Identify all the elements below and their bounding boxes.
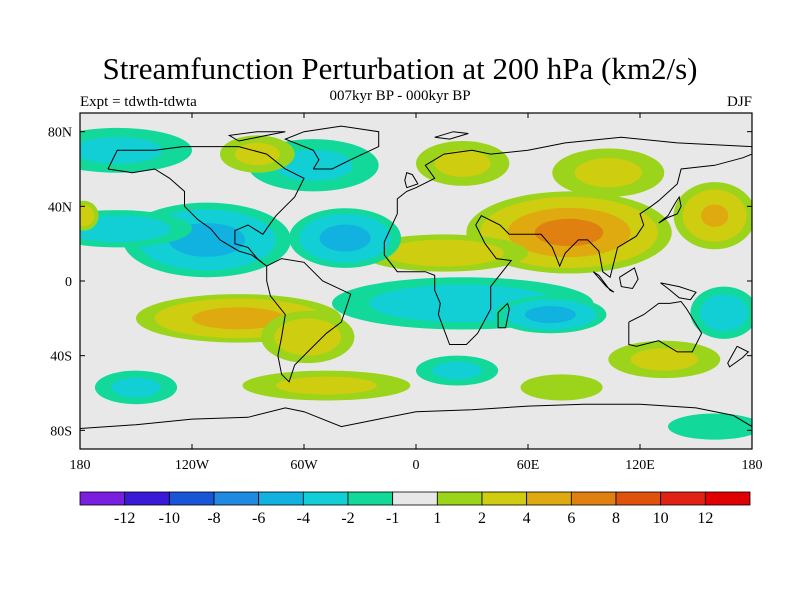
contour-fill <box>630 348 698 371</box>
anomaly-cell <box>520 374 603 401</box>
anomaly-cell <box>360 234 528 272</box>
anomaly-cell <box>289 208 402 268</box>
colorbar-label: -1 <box>386 510 399 527</box>
colorbar-swatch <box>347 491 394 506</box>
colorbar-label: -8 <box>207 510 220 527</box>
colorbar-swatch <box>124 491 170 506</box>
y-tick-label: 40N <box>48 200 72 215</box>
contour-fill <box>668 413 752 440</box>
x-tick-label: 180 <box>70 458 91 473</box>
anomaly-cell <box>494 295 607 334</box>
anomaly-cell <box>416 141 510 186</box>
contour-fill <box>524 306 576 324</box>
coastline <box>383 136 752 345</box>
contour-fill <box>80 205 95 227</box>
contour-fill <box>574 158 642 188</box>
y-tick-label: 40S <box>50 350 72 365</box>
contour-fill <box>700 294 748 332</box>
contour-fill <box>384 239 504 267</box>
coastline <box>283 125 380 170</box>
x-tick-label: 120W <box>175 458 210 473</box>
chart-title: Streamfunction Perturbation at 200 hPa (… <box>102 51 698 86</box>
coastline <box>404 172 419 189</box>
coastline <box>227 131 286 142</box>
contour-fill <box>520 374 603 401</box>
anomaly-cell <box>690 286 752 339</box>
anomaly-cell <box>261 310 355 364</box>
colorbar-swatch <box>302 491 349 506</box>
colorbar-label: 1 <box>433 510 441 527</box>
chart-subtitle: 007kyr BP - 000kyr BP <box>329 88 471 104</box>
colorbar-swatch <box>258 491 304 506</box>
contour-fill <box>276 376 377 395</box>
colorbar-swatch <box>392 491 438 506</box>
coastline <box>658 195 682 224</box>
x-tick-label: 120E <box>625 458 655 473</box>
coastline <box>266 258 352 383</box>
coastline <box>592 271 615 293</box>
contour-fill <box>700 204 729 227</box>
coastline <box>727 345 750 368</box>
colorbar-swatch <box>436 491 483 506</box>
colorbar-label: -4 <box>297 510 310 527</box>
colorbar-swatch <box>570 491 617 506</box>
contour-fill <box>319 224 371 252</box>
y-tick-label: 80N <box>48 126 72 141</box>
coastline <box>80 403 752 429</box>
x-tick-label: 60E <box>517 458 540 473</box>
y-tick-label: 80S <box>50 424 72 439</box>
coastline <box>497 302 510 329</box>
colorbar-label: 12 <box>697 510 713 527</box>
colorbar-label: -6 <box>252 510 265 527</box>
colorbar-label: -10 <box>159 510 180 527</box>
anomaly-cell <box>80 210 192 248</box>
coastline <box>434 131 469 140</box>
contour-fill <box>432 361 482 380</box>
contour-fill <box>534 218 604 247</box>
anomaly-cell <box>673 182 752 250</box>
x-tick-label: 180 <box>742 458 763 473</box>
contour-fill <box>111 377 161 398</box>
contour-fill <box>274 318 342 356</box>
anomaly-cell <box>608 340 721 379</box>
coastline <box>628 300 703 353</box>
anomaly-cell <box>466 191 672 274</box>
colorbar-swatch <box>481 491 528 506</box>
contour-fill <box>234 142 280 166</box>
colorbar-swatch <box>704 491 751 506</box>
colorbar-label: -2 <box>341 510 354 527</box>
colorbar-swatch <box>615 491 662 506</box>
coastline <box>619 267 639 290</box>
anomaly-cell <box>80 200 99 231</box>
colorbar-label: 6 <box>567 510 575 527</box>
season-label: DJF <box>726 94 752 110</box>
anomaly-cell <box>416 355 499 386</box>
contour-fill <box>192 307 286 330</box>
coastline <box>660 282 697 301</box>
colorbar-label: 4 <box>523 510 531 527</box>
contour-fill <box>434 149 491 177</box>
anomaly-cell <box>242 370 411 401</box>
colorbar-label: 8 <box>612 510 620 527</box>
y-tick-label: 0 <box>65 275 72 290</box>
colorbar-label: -12 <box>114 510 135 527</box>
anomaly-cell <box>94 370 178 405</box>
colorbar-label: 10 <box>653 510 669 527</box>
colorbar-swatch <box>526 491 572 506</box>
x-tick-label: 0 <box>413 458 420 473</box>
x-tick-label: 60W <box>290 458 318 473</box>
coastline <box>107 146 305 267</box>
anomaly-cell <box>668 413 752 440</box>
contour-fill <box>80 215 171 243</box>
colorbar-swatch <box>213 491 260 506</box>
colorbar-label: 2 <box>478 510 486 527</box>
colorbar-swatch <box>168 491 215 506</box>
experiment-label: Expt = tdwth-tdwta <box>80 94 197 110</box>
colorbar-swatch <box>79 491 126 506</box>
colorbar-swatch <box>660 491 706 506</box>
anomaly-cell <box>552 148 665 197</box>
